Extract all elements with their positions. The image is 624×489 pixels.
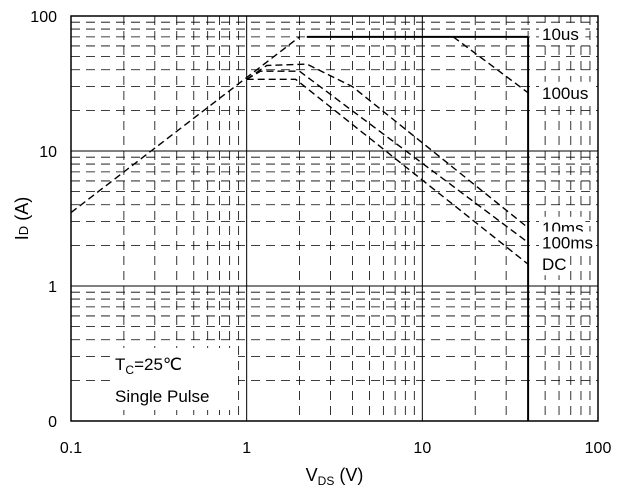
annotation-t-rest: =25℃: [134, 355, 182, 374]
x-tick-label: 100: [585, 440, 612, 457]
annotation-t-sub: C: [125, 363, 134, 377]
plot-frame: [70, 15, 599, 422]
curve-label: DC: [542, 255, 567, 274]
x-tick-label: 10: [413, 440, 431, 457]
curve-segment: [70, 36, 300, 214]
x-axis-title: VDS (V): [306, 465, 364, 488]
x-axis-title-sub: DS: [318, 474, 335, 488]
curve-label-background: [539, 253, 567, 276]
x-axis-title-unit: (V): [334, 465, 363, 485]
y-axis-title-main: I: [12, 235, 32, 240]
curve-DC: [246, 78, 529, 265]
x-tick-label: 0.1: [60, 440, 82, 457]
tick-labels: 0.1 1 10 100 0 1 10 100: [30, 9, 611, 457]
curve-label-background: [539, 22, 586, 45]
y-axis-title-unit: (A): [12, 197, 32, 226]
y-axis-title: ID (A): [12, 197, 32, 240]
annotation-single-pulse: Single Pulse: [115, 387, 210, 406]
x-axis-title-main: V: [306, 465, 318, 485]
curve-100ms: [246, 70, 529, 244]
annotation-t: T: [115, 355, 125, 374]
curve-label: 100ms: [542, 234, 593, 253]
curve-label-background: [539, 231, 595, 254]
y-tick-label: 1: [48, 279, 57, 296]
minor-grid: [71, 16, 598, 421]
y-tick-label: 0: [48, 414, 57, 431]
curve-10ms: [246, 63, 529, 229]
curve-label: 10us: [542, 25, 579, 44]
y-tick-label: 100: [30, 9, 57, 26]
curve-label: 100us: [542, 84, 588, 103]
y-tick-label: 10: [39, 144, 57, 161]
x-tick-label: 1: [242, 440, 251, 457]
annotation-background: [110, 348, 238, 410]
y-axis-title-sub: D: [16, 226, 31, 235]
annotation-case-temperature: TC=25℃: [115, 355, 182, 377]
curves: [70, 35, 530, 421]
curve-100us: [452, 36, 529, 94]
curve-label-background: [539, 81, 595, 104]
